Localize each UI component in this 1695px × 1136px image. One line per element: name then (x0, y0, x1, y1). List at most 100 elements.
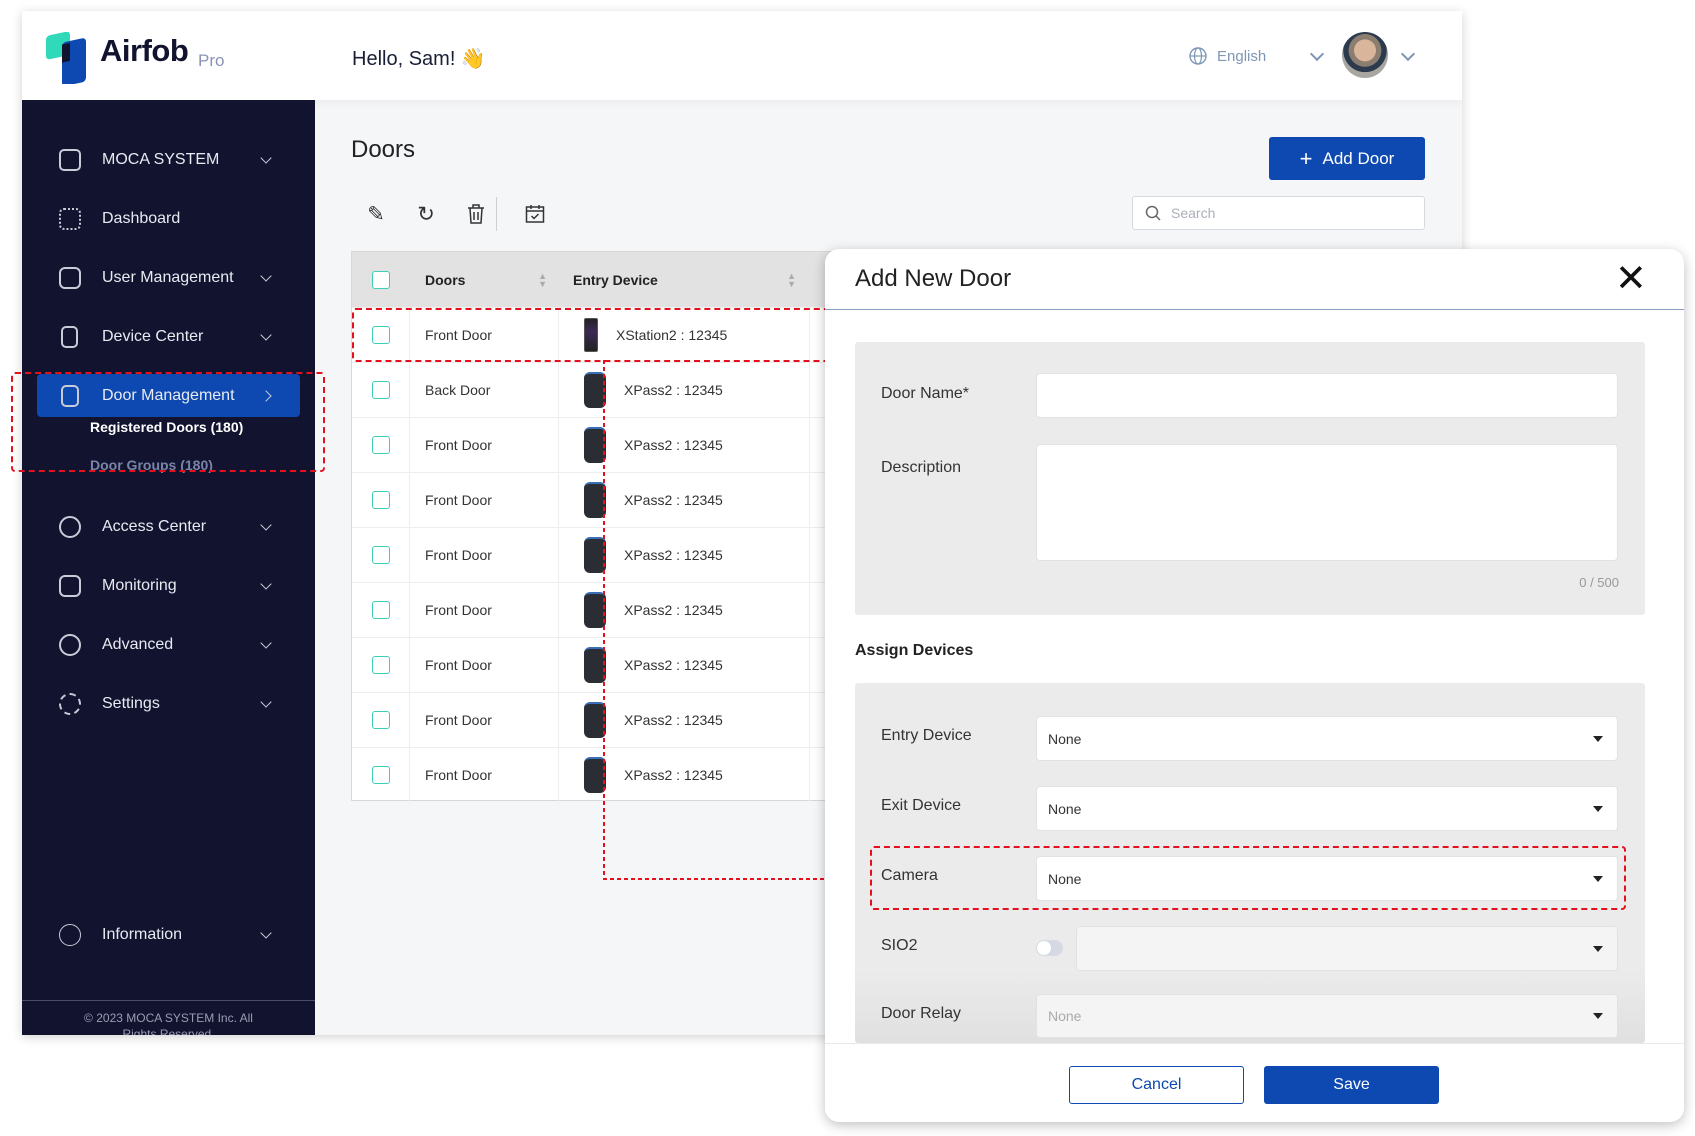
row-checkbox[interactable] (371, 711, 390, 729)
sidebar-item-access-center[interactable]: Access Center (37, 505, 300, 548)
select-value: None (1048, 730, 1082, 747)
column-label: Entry Device (573, 271, 658, 288)
entry-device: XPass2 : 12345 (624, 767, 723, 783)
entry-device: XPass2 : 12345 (624, 712, 723, 728)
row-checkbox[interactable] (371, 491, 390, 509)
sidebar-item-label: MOCA SYSTEM (102, 150, 220, 168)
sidebar-item-door-management[interactable]: Door Management (37, 374, 300, 417)
sidebar-subitem-registered-doors[interactable]: Registered Doors (180) (90, 419, 244, 435)
add-door-label: Add Door (1322, 148, 1395, 168)
chevron-down-icon[interactable] (1400, 46, 1416, 62)
edit-icon[interactable]: ✎ (367, 202, 385, 226)
sio2-toggle[interactable] (1036, 940, 1063, 956)
row-checkbox[interactable] (371, 381, 390, 399)
sidebar-item-monitoring[interactable]: Monitoring (37, 564, 300, 607)
xpass-device-icon (584, 757, 606, 793)
caret-down-icon (1593, 805, 1603, 812)
sidebar-item-advanced[interactable]: Advanced (37, 623, 300, 666)
sidebar-item-label: User Management (102, 268, 234, 286)
sidebar-item-device-center[interactable]: Device Center (37, 315, 300, 358)
row-checkbox[interactable] (371, 766, 390, 784)
sidebar-item-user-management[interactable]: User Management (37, 256, 300, 299)
column-header-entry-device[interactable]: Entry Device ▲ ▼ (559, 252, 810, 307)
chevron-down-icon (260, 926, 272, 939)
door-relay-label: Door Relay (881, 1005, 962, 1022)
refresh-icon[interactable]: ↻ (417, 202, 435, 226)
camera-select[interactable]: None (1036, 856, 1618, 901)
modal-title: Add New Door (855, 265, 1012, 292)
chevron-down-icon (260, 328, 272, 341)
camera-label: Camera (881, 867, 938, 884)
user-icon (59, 266, 81, 289)
calendar-check-icon[interactable] (523, 202, 547, 226)
cancel-button[interactable]: Cancel (1069, 1066, 1244, 1104)
page-title: Doors (351, 136, 416, 163)
door-name: Front Door (425, 657, 492, 673)
copyright: © 2023 MOCA SYSTEM Inc. All Rights Reserv… (22, 1010, 315, 1035)
door-name-input[interactable] (1036, 373, 1618, 418)
sort-icon[interactable]: ▲ ▼ (538, 270, 547, 289)
avatar[interactable] (1342, 32, 1388, 78)
xstation-device-icon (584, 318, 598, 352)
copyright-line: Rights Reserved. (122, 1027, 215, 1035)
column-header-doors[interactable]: Doors ▲ ▼ (410, 252, 559, 307)
sidebar-divider (22, 1000, 315, 1001)
sio2-label: SIO2 (881, 937, 918, 954)
key-icon (59, 515, 81, 538)
sort-icon[interactable]: ▲ ▼ (787, 270, 796, 289)
sidebar-item-label: Advanced (102, 635, 174, 653)
row-checkbox[interactable] (371, 601, 390, 619)
chevron-down-icon (260, 269, 272, 282)
row-checkbox[interactable] (371, 326, 390, 344)
xpass-device-icon (584, 592, 606, 628)
add-door-button[interactable]: + Add Door (1269, 137, 1425, 180)
select-value: None (1048, 1008, 1082, 1024)
select-all-checkbox[interactable] (372, 270, 390, 289)
sidebar-subitem-door-groups[interactable]: Door Groups (180) (90, 457, 213, 473)
door-info-panel: Door Name* Description 0 / 500 (855, 342, 1645, 615)
sidebar-item-label: Monitoring (102, 576, 177, 594)
sidebar-item-dashboard[interactable]: Dashboard (37, 197, 300, 240)
sidebar-item-information[interactable]: Information (37, 913, 300, 956)
table-row[interactable]: Front Door XPass2 : 12345 (352, 692, 1430, 747)
entry-device-select[interactable]: None (1036, 716, 1618, 761)
sidebar-item-moca-system[interactable]: MOCA SYSTEM (37, 138, 300, 181)
save-button[interactable]: Save (1264, 1066, 1439, 1104)
sio2-select[interactable] (1076, 926, 1618, 971)
caret-down-icon (1593, 735, 1603, 742)
entry-device: XPass2 : 12345 (624, 437, 723, 453)
sidebar-item-label: Dashboard (102, 209, 181, 227)
exit-device-label: Exit Device (881, 797, 962, 814)
entry-device: XPass2 : 12345 (624, 547, 723, 563)
assign-devices-panel: Entry Device None Exit Device None Camer… (855, 683, 1645, 1043)
xpass-device-icon (584, 427, 606, 463)
description-label: Description (881, 459, 962, 476)
row-checkbox[interactable] (371, 546, 390, 564)
chevron-down-icon (260, 518, 272, 531)
trash-icon[interactable] (464, 202, 488, 226)
info-icon (59, 923, 81, 946)
door-relay-select[interactable]: None (1036, 994, 1618, 1038)
chevron-down-icon[interactable] (1310, 46, 1325, 61)
select-value: None (1048, 870, 1082, 887)
close-icon[interactable]: ✕ (1615, 258, 1647, 300)
description-textarea[interactable] (1036, 444, 1618, 561)
device-icon (61, 325, 78, 348)
greeting: Hello, Sam! 👋 (352, 48, 486, 70)
table-row[interactable]: Front Door XPass2 : 12345 (352, 472, 1430, 527)
xpass-device-icon (584, 372, 606, 408)
chevron-down-icon (260, 151, 272, 164)
row-checkbox[interactable] (371, 656, 390, 674)
sidebar-item-settings[interactable]: Settings (37, 682, 300, 725)
search-placeholder: Search (1171, 205, 1216, 221)
language-selector[interactable]: English (1189, 46, 1325, 65)
modal-divider (825, 309, 1684, 310)
row-checkbox[interactable] (371, 436, 390, 454)
sidebar-item-label: Device Center (102, 327, 204, 345)
sidebar-item-label: Settings (102, 694, 160, 712)
door-name: Front Door (425, 327, 492, 343)
language-label: English (1217, 47, 1267, 65)
sidebar-item-label: Access Center (102, 517, 207, 535)
search-input[interactable]: Search (1132, 196, 1425, 230)
exit-device-select[interactable]: None (1036, 786, 1618, 831)
